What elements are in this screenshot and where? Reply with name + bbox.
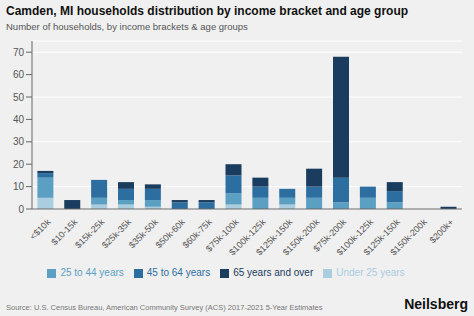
svg-text:$75k-200k: $75k-200k: [311, 217, 349, 254]
svg-text:$50k-60k: $50k-60k: [153, 217, 187, 251]
html-text:Camden, MI households distribu: Camden, MI households distribution by in…: [6, 4, 408, 18]
html-text:Source: U.S. Census Bureau, Am: Source: U.S. Census Bureau, American Com…: [6, 303, 323, 312]
html-text:45 to 64 years: 45 to 64 years: [146, 267, 211, 278]
svg-text:30: 30: [13, 136, 25, 147]
svg-text:$125k-150k: $125k-150k: [361, 217, 402, 258]
svg-text:70: 70: [13, 47, 25, 58]
svg-text:$100k-125k: $100k-125k: [334, 217, 375, 258]
svg-text:<$10k: <$10k: [28, 217, 53, 242]
svg-text:20: 20: [13, 159, 25, 170]
svg-text:$200k+: $200k+: [428, 217, 456, 245]
svg-text:$60k-75k: $60k-75k: [180, 217, 214, 251]
svg-text:$75k-100k: $75k-100k: [203, 217, 241, 254]
svg-text:$150k-200k: $150k-200k: [388, 217, 429, 258]
svg-text:50: 50: [13, 92, 25, 103]
svg-text:0: 0: [18, 204, 24, 215]
svg-text:$15k-25k: $15k-25k: [73, 217, 107, 251]
svg-text:60: 60: [13, 69, 25, 80]
html-text:25 to 44 years: 25 to 44 years: [60, 267, 124, 278]
svg-text:10: 10: [13, 181, 25, 192]
html-text:Under 25 years: Under 25 years: [336, 267, 405, 278]
svg-text:$150k-200k: $150k-200k: [280, 217, 322, 258]
svg-text:$125k-150k: $125k-150k: [254, 217, 295, 258]
html-text:Number of households, by incom: Number of households, by income brackets…: [6, 21, 248, 32]
html-text:Neilsberg: Neilsberg: [404, 296, 468, 312]
svg-text:$35k-50k: $35k-50k: [126, 217, 160, 251]
html-text:65 years and over: 65 years and over: [233, 267, 314, 278]
svg-text:$100k-125k: $100k-125k: [227, 217, 268, 258]
svg-text:$25k-35k: $25k-35k: [99, 217, 134, 251]
svg-text:40: 40: [13, 114, 25, 125]
svg-text:$10-15k: $10-15k: [49, 217, 80, 248]
